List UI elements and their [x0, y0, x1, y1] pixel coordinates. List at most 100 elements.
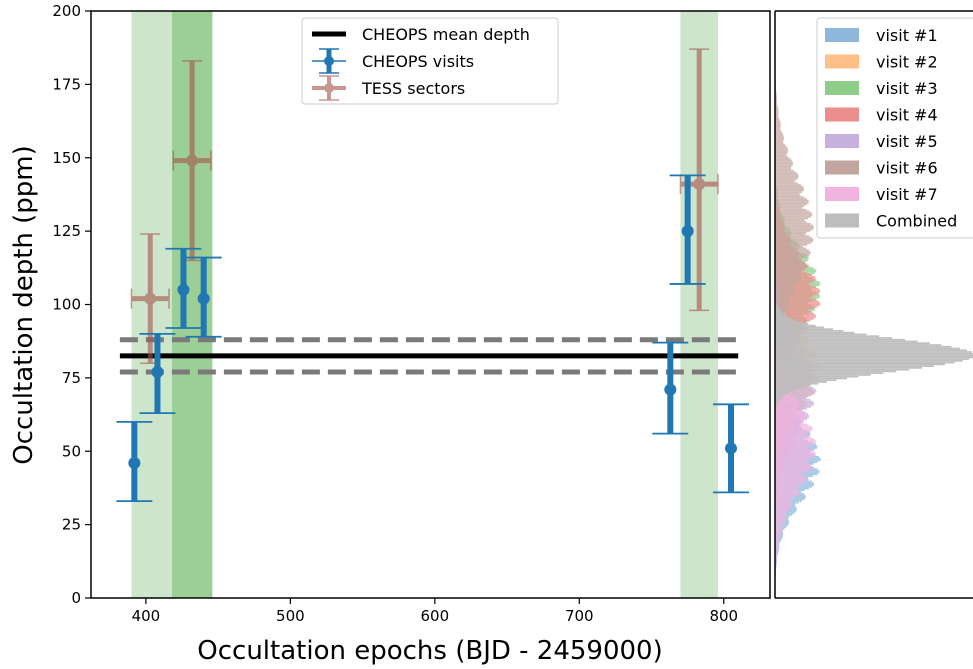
- hist-bar: [775, 328, 834, 331]
- hist-bar: [775, 506, 792, 509]
- hist-bar: [775, 400, 800, 403]
- hist-bar: [775, 321, 803, 323]
- hist-bar: [775, 358, 969, 360]
- hist-bar: [775, 178, 797, 181]
- cheops-point-5: [652, 341, 689, 435]
- hist-bar: [775, 168, 792, 171]
- hist-bar: [775, 161, 793, 164]
- hist-legend-swatch: [825, 28, 859, 42]
- hist-bar: [775, 252, 811, 255]
- hist-bar: [775, 150, 788, 153]
- hist-bar: [775, 124, 781, 127]
- hist-bar: [775, 215, 812, 218]
- hist-bar: [775, 347, 961, 350]
- hist-bar: [775, 293, 818, 296]
- hist-bar: [775, 210, 810, 213]
- hist-bar: [775, 338, 905, 341]
- hist-bar: [775, 435, 810, 438]
- hist-bar: [775, 208, 807, 211]
- hist-bar: [775, 391, 790, 394]
- hist-bar: [775, 236, 813, 239]
- hist-bar: [775, 103, 778, 105]
- hist-bar: [775, 379, 837, 382]
- hist-bar: [775, 504, 793, 507]
- hist-bar: [775, 487, 797, 489]
- hist-bar: [775, 534, 781, 537]
- hist-bar: [775, 550, 778, 553]
- hist-bar: [775, 170, 795, 172]
- hist-bar: [775, 430, 811, 433]
- y-tick-label: 100: [52, 296, 81, 314]
- hist-bar: [775, 375, 859, 378]
- hist-bar: [775, 117, 779, 120]
- hist-bar: [775, 184, 801, 186]
- hist-bar: [775, 131, 782, 134]
- hist-bar: [775, 462, 810, 465]
- hist-bar: [775, 113, 779, 116]
- x-axis-label: Occultation epochs (BJD - 2459000): [197, 636, 662, 666]
- hist-bar: [775, 548, 778, 551]
- hist-bar: [775, 553, 777, 556]
- hist-bar: [775, 453, 816, 456]
- hist-bar: [775, 391, 816, 394]
- hist-bar: [775, 402, 778, 404]
- hist-legend-swatch: [825, 187, 859, 201]
- hist-bar: [775, 465, 813, 468]
- hist-bar: [775, 256, 806, 259]
- hist-bar: [775, 393, 813, 396]
- hist-bar: [775, 284, 794, 287]
- hist-bar: [775, 203, 808, 206]
- hist-bar: [775, 291, 796, 294]
- hist-bar: [775, 472, 801, 475]
- tess-point-2: [172, 60, 212, 262]
- hist-bar: [775, 221, 807, 223]
- hist-bar: [775, 217, 809, 220]
- hist-bar: [775, 446, 807, 449]
- hist-bar: [775, 543, 779, 546]
- hist-bar: [775, 231, 807, 234]
- hist-bar: [775, 527, 782, 530]
- hist-bar: [775, 409, 800, 412]
- cheops-point-3: [165, 247, 202, 329]
- legend-cheops-label: CHEOPS visits: [362, 52, 474, 71]
- hist-bar: [775, 393, 787, 396]
- hist-bar: [775, 200, 809, 202]
- hist-bar: [775, 418, 805, 421]
- x-tick-label: 700: [565, 607, 594, 625]
- cheops-point-1: [116, 420, 153, 503]
- hist-bar: [775, 136, 784, 139]
- hist-bar: [775, 356, 973, 359]
- main-legend-box: [301, 17, 559, 105]
- hist-bar: [775, 427, 813, 429]
- hist-bar: [775, 546, 778, 549]
- hist-bar: [775, 531, 782, 533]
- hist-bar: [775, 138, 784, 141]
- cheops-marker: [724, 442, 737, 455]
- hist-bar: [775, 157, 791, 160]
- hist-bar: [775, 194, 801, 197]
- cheops-marker: [151, 366, 164, 379]
- hist-bar: [775, 268, 803, 271]
- hist-bar: [775, 119, 780, 121]
- hist-bar: [775, 164, 793, 167]
- hist-bar: [775, 288, 819, 290]
- hist-legend-label: visit #4: [876, 106, 938, 125]
- hist-bar: [775, 515, 787, 517]
- hist-bar: [775, 308, 780, 311]
- hist-bar: [775, 187, 805, 190]
- hist-bar: [775, 330, 844, 332]
- hist-bar: [775, 300, 790, 303]
- hist-bar: [775, 272, 797, 274]
- hist-bar: [775, 502, 793, 505]
- hist-bar: [775, 99, 778, 102]
- hist-bar: [775, 126, 781, 128]
- hist-legend-swatch: [825, 160, 859, 175]
- hist-bar: [775, 331, 855, 334]
- hist-bar: [775, 305, 778, 308]
- hist-bar: [775, 129, 781, 132]
- hist-bar: [775, 261, 805, 264]
- hist-bar: [775, 141, 784, 144]
- hist-bar: [775, 555, 777, 558]
- hist-bar: [775, 147, 788, 149]
